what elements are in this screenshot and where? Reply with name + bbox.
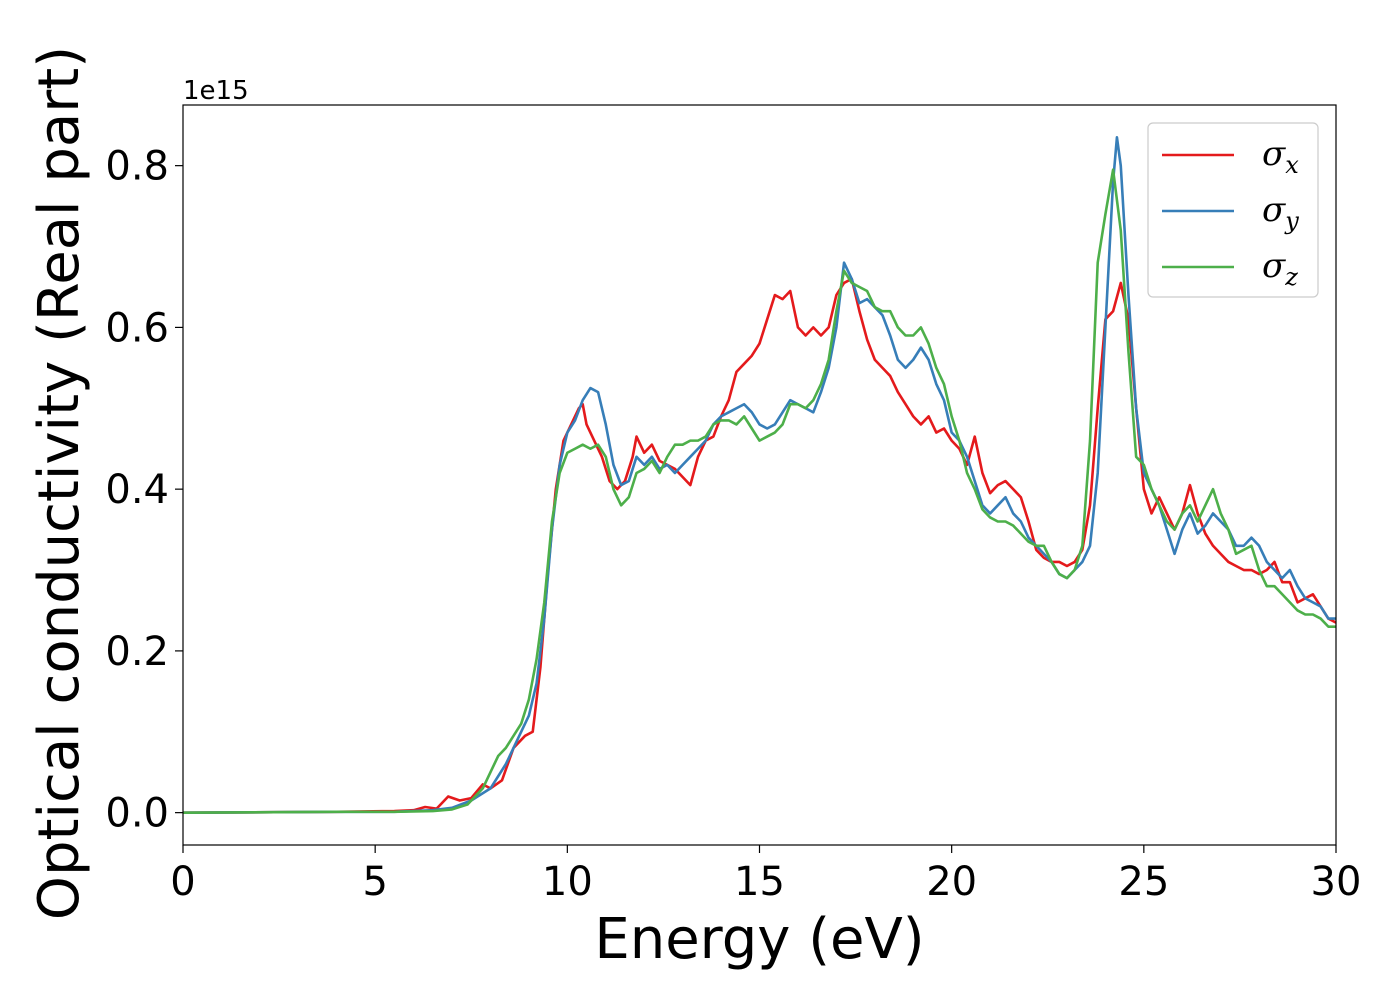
- x-tick-label: 20: [926, 859, 977, 905]
- y-tick-label: 0.4: [105, 467, 169, 513]
- y-tick-label: 0.6: [105, 305, 169, 351]
- x-axis-label: Energy (eV): [594, 907, 924, 972]
- x-tick-label: 0: [170, 859, 195, 905]
- y-tick-label: 0.0: [105, 791, 169, 837]
- y-tick-label: 0.2: [105, 629, 169, 675]
- legend-symbol: σ: [1262, 246, 1286, 286]
- x-axis-ticks: 0 5 10 15 20 25 30: [170, 845, 1361, 905]
- y-tick-label: 0.8: [105, 144, 169, 190]
- legend-symbol: σ: [1262, 190, 1286, 230]
- y-axis-ticks: 0.0 0.2 0.4 0.6 0.8: [105, 144, 183, 837]
- legend-symbol: σ: [1262, 134, 1286, 174]
- series-line-y: [183, 136, 1336, 814]
- x-tick-label: 10: [542, 859, 593, 905]
- legend-entry-x: σx: [1262, 134, 1299, 179]
- legend-subscript: y: [1284, 207, 1299, 235]
- y-axis-offset-label: 1e15: [183, 76, 249, 106]
- legend-entry-y: σy: [1262, 190, 1299, 235]
- series-line-z: [183, 168, 1336, 814]
- series-layer: [183, 136, 1336, 814]
- legend-entry-z: σz: [1262, 246, 1298, 291]
- legend-subscript: x: [1285, 151, 1299, 179]
- x-tick-label: 5: [362, 859, 387, 905]
- legend-subscript: z: [1284, 263, 1298, 291]
- x-tick-label: 25: [1118, 859, 1169, 905]
- x-tick-label: 15: [734, 859, 785, 905]
- y-axis-label: Optical conductivity (Real part): [27, 46, 92, 920]
- x-tick-label: 30: [1311, 859, 1362, 905]
